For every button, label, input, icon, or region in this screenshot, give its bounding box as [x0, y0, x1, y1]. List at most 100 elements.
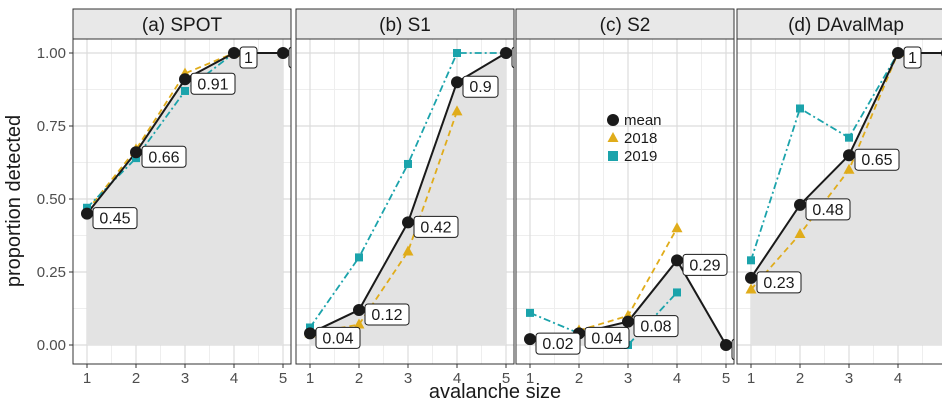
data-label: 0.48 — [805, 198, 851, 221]
x-tick-label: 3 — [845, 370, 853, 387]
point-mean — [353, 303, 365, 316]
data-label: 1 — [239, 46, 258, 69]
strip-title: (b) S1 — [379, 15, 431, 36]
data-label: 0.04 — [315, 326, 361, 349]
data-label-text: 0.29 — [689, 257, 720, 274]
point-2019 — [526, 308, 534, 317]
point-mean — [130, 146, 142, 159]
point-mean — [843, 149, 855, 162]
legend-item: 2019 — [608, 148, 657, 165]
legend-item: mean — [607, 112, 662, 129]
strip — [736, 8, 942, 40]
data-label-text: 1 — [244, 50, 253, 67]
data-label-box — [364, 303, 410, 326]
point-2019 — [404, 159, 412, 168]
point-mean — [228, 47, 240, 59]
data-label-text: 0.91 — [197, 76, 228, 93]
y-tick-label: 0.25 — [37, 264, 66, 281]
y-tick-label: 0.75 — [37, 118, 66, 135]
x-tick-label: 1 — [83, 370, 91, 387]
strip-title: (d) DAvalMap — [788, 15, 904, 36]
point-mean — [402, 216, 414, 229]
data-label-text: 0.23 — [763, 275, 794, 292]
y-tick-label: 0.00 — [37, 337, 66, 354]
x-tick-label: 5 — [279, 370, 287, 387]
point-2019 — [845, 133, 853, 142]
point-2018 — [843, 163, 855, 174]
point-2019 — [796, 104, 804, 113]
x-tick-label: 4 — [453, 370, 461, 387]
data-label: 0.04 — [584, 326, 630, 349]
strip-title: (c) S2 — [600, 15, 651, 36]
data-label-text: 0.9 — [469, 79, 491, 96]
point-2018 — [353, 318, 365, 329]
data-label: 0.29 — [682, 253, 728, 276]
y-tick-label: 0.50 — [37, 191, 66, 208]
legend-key-mean — [607, 114, 619, 126]
data-label-box — [535, 332, 581, 355]
legend-key-2019 — [608, 151, 618, 161]
point-2018 — [451, 105, 463, 116]
x-tick-label: 5 — [722, 370, 730, 387]
x-tick-label: 4 — [230, 370, 238, 387]
data-label: 0.42 — [413, 215, 459, 238]
data-label-box — [805, 198, 851, 221]
x-tick-label: 3 — [181, 370, 189, 387]
strip — [72, 8, 292, 40]
x-tick-label: 1 — [747, 370, 755, 387]
data-label: 0.91 — [190, 72, 236, 95]
point-mean — [500, 47, 512, 59]
data-label: 0.23 — [756, 271, 802, 294]
data-label-text: 0.08 — [640, 319, 671, 336]
x-tick-label: 4 — [894, 370, 902, 387]
point-2018 — [671, 222, 683, 233]
x-tick-label: 2 — [132, 370, 140, 387]
y-axis-title: proportion detected — [3, 115, 25, 287]
y-tick-label: 1.00 — [37, 45, 66, 62]
legend-label: 2019 — [624, 148, 657, 165]
mean-area — [310, 53, 506, 345]
x-tick-label: 1 — [526, 370, 534, 387]
point-mean — [179, 73, 191, 86]
data-label-box — [141, 145, 187, 168]
data-label-box — [633, 315, 679, 338]
data-label-box — [756, 271, 802, 294]
data-label: 1 — [903, 46, 922, 69]
data-label-text: 0.02 — [542, 336, 573, 353]
point-2019 — [453, 49, 461, 57]
point-2019 — [747, 256, 755, 265]
point-mean — [720, 339, 732, 351]
x-axis-title: avalanche size — [429, 381, 561, 403]
strip — [515, 8, 735, 40]
data-label-box — [413, 215, 459, 238]
data-label: 0.9 — [462, 75, 499, 98]
point-mean — [622, 315, 634, 328]
data-label-text: 0.42 — [420, 219, 451, 236]
data-label: 0.66 — [141, 145, 187, 168]
point-mean — [304, 327, 316, 340]
point-2019 — [181, 86, 189, 95]
mean-area — [87, 53, 283, 345]
data-label-box — [239, 46, 258, 69]
x-tick-label: 1 — [306, 370, 314, 387]
data-label-text: 0.12 — [371, 307, 402, 324]
point-mean — [671, 254, 683, 267]
data-label-box — [190, 72, 236, 95]
point-mean — [277, 47, 289, 59]
series-2018-line — [86, 52, 235, 212]
data-label-text: 0.66 — [148, 149, 179, 166]
data-label-box — [462, 75, 499, 98]
data-label-box — [903, 46, 922, 69]
data-label-text: 0.04 — [322, 330, 353, 347]
data-label: 0.12 — [364, 303, 410, 326]
data-label: 0.65 — [854, 148, 900, 171]
x-tick-label: 2 — [796, 370, 804, 387]
x-tick-label: 3 — [624, 370, 632, 387]
data-label-text: 0.48 — [812, 202, 843, 219]
data-label-text: 0.45 — [99, 211, 130, 228]
data-label-box — [584, 326, 630, 349]
data-label-box — [92, 207, 138, 230]
